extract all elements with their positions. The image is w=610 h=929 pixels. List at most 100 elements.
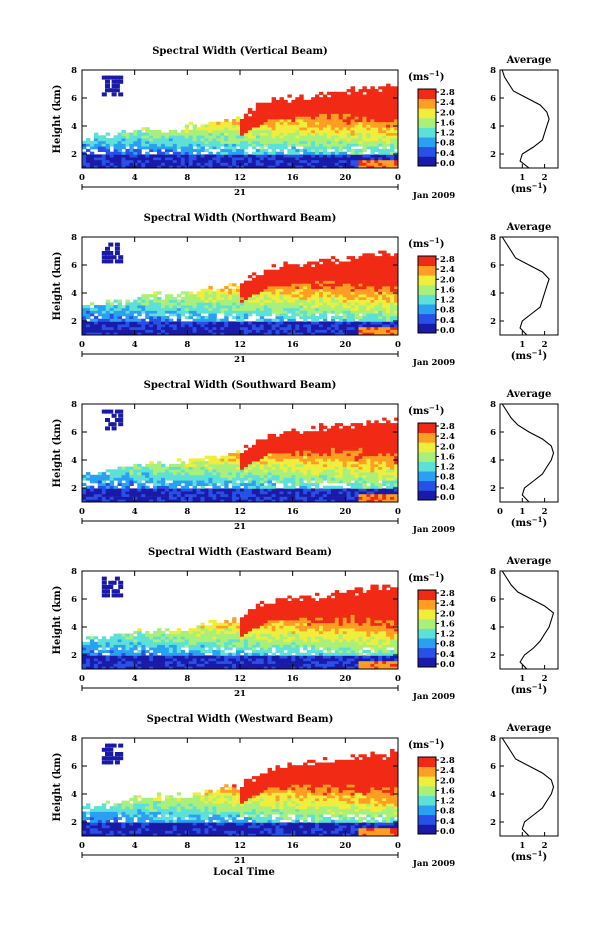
heatmap-cell <box>275 496 280 500</box>
heatmap-cell <box>319 140 324 144</box>
heatmap-cell <box>204 461 209 465</box>
heatmap-cell <box>196 469 201 473</box>
heatmap-cell <box>382 458 387 462</box>
heatmap-cell <box>267 129 272 133</box>
heatmap-cell <box>358 466 363 470</box>
heatmap-cell <box>334 423 340 427</box>
heatmap-cell <box>330 277 336 281</box>
heatmap-cell <box>216 480 221 484</box>
heatmap-cell <box>220 151 225 155</box>
heatmap-cell <box>279 108 284 112</box>
heatmap-cell <box>153 332 158 336</box>
heatmap-cell <box>228 332 233 336</box>
heatmap-cell <box>236 154 241 158</box>
heatmap-cell <box>326 305 332 309</box>
heatmap-cell <box>358 318 363 322</box>
heatmap-cell <box>303 121 308 125</box>
heatmap-cell <box>200 461 205 465</box>
date-label: Jan 2009 <box>412 191 455 201</box>
heatmap-cell <box>129 159 134 163</box>
heatmap-cell <box>322 132 328 136</box>
heatmap-cell <box>382 307 387 311</box>
heatmap-cell <box>224 318 229 322</box>
heatmap-cell <box>97 472 103 476</box>
heatmap-cell <box>89 496 95 500</box>
heatmap-cell <box>287 463 292 467</box>
heatmap-cell <box>180 499 186 503</box>
heatmap-cell <box>338 444 344 448</box>
heatmap-cell <box>386 326 391 330</box>
heatmap-cell <box>224 326 229 330</box>
heatmap-cell <box>251 294 257 298</box>
heatmap-cell <box>275 275 280 279</box>
heatmap-cell <box>168 477 174 481</box>
heatmap-cell <box>390 318 395 322</box>
heatmap-cell <box>283 442 288 446</box>
heatmap-cell <box>390 99 395 103</box>
heatmap-cell <box>247 305 253 309</box>
heatmap-cell <box>208 151 213 155</box>
heatmap-cell <box>330 450 336 454</box>
colorbar-segment <box>418 294 436 299</box>
heatmap-cell <box>346 466 351 470</box>
heatmap-cell <box>291 140 296 144</box>
heatmap-cell <box>342 488 348 492</box>
heatmap-cell <box>334 439 340 443</box>
heatmap-cell <box>192 148 197 152</box>
heatmap-cell <box>105 426 110 431</box>
heatmap-cell <box>390 277 395 281</box>
heatmap-cell <box>275 447 280 451</box>
panel-0: Spectral Width (Vertical Beam)2468Height… <box>52 46 559 201</box>
heatmap-cell <box>378 272 383 276</box>
heatmap-cell <box>362 496 367 500</box>
heatmap-cell <box>326 283 332 287</box>
heatmap-cell <box>394 266 399 270</box>
heatmap-cell <box>386 86 391 90</box>
heatmap-cell <box>243 493 249 497</box>
heatmap-cell <box>307 485 312 489</box>
heatmap-cell <box>326 275 332 279</box>
heatmap-cell <box>129 499 134 503</box>
heatmap-cell <box>93 318 99 322</box>
heatmap-cell <box>330 315 336 319</box>
heatmap-cell <box>228 326 233 330</box>
heatmap-cell <box>303 124 308 128</box>
heatmap-cell <box>315 291 320 295</box>
heatmap-cell <box>322 269 328 273</box>
heatmap-cell <box>315 261 320 265</box>
heatmap-cell <box>180 461 186 465</box>
heatmap-cell <box>303 318 308 322</box>
heatmap-cell <box>330 151 336 155</box>
heatmap-cell <box>279 124 284 128</box>
heatmap-cell <box>374 129 379 133</box>
heatmap-cell <box>311 450 316 454</box>
heatmap-cell <box>172 329 178 333</box>
heatmap-cell <box>200 329 205 333</box>
heatmap-cell <box>216 466 221 470</box>
heatmap-cell <box>247 299 253 303</box>
heatmap-cell <box>338 165 344 169</box>
heatmap-cell <box>287 447 292 451</box>
heatmap-cell <box>287 455 292 459</box>
heatmap-cell <box>362 431 367 435</box>
heatmap-cell <box>299 480 304 484</box>
heatmap-cell <box>315 332 320 336</box>
x-tick-label: 4 <box>132 507 138 517</box>
heatmap-cell <box>362 113 367 117</box>
heatmap-cell <box>279 488 284 492</box>
heatmap-cell <box>330 296 336 300</box>
heatmap-cell <box>319 91 324 95</box>
heatmap-cell <box>382 482 387 486</box>
heatmap-cell <box>267 329 272 333</box>
heatmap-cell <box>228 455 233 459</box>
heatmap-cell <box>251 302 257 306</box>
heatmap-cell <box>330 94 336 98</box>
heatmap-cell <box>224 466 229 470</box>
heatmap-cell <box>117 488 122 492</box>
heatmap-cell <box>283 453 288 457</box>
heatmap-cell <box>208 138 213 142</box>
heatmap-cell <box>149 305 154 309</box>
heatmap-cell <box>145 469 150 473</box>
heatmap-cell <box>251 159 257 163</box>
heatmap-cell <box>291 146 296 150</box>
